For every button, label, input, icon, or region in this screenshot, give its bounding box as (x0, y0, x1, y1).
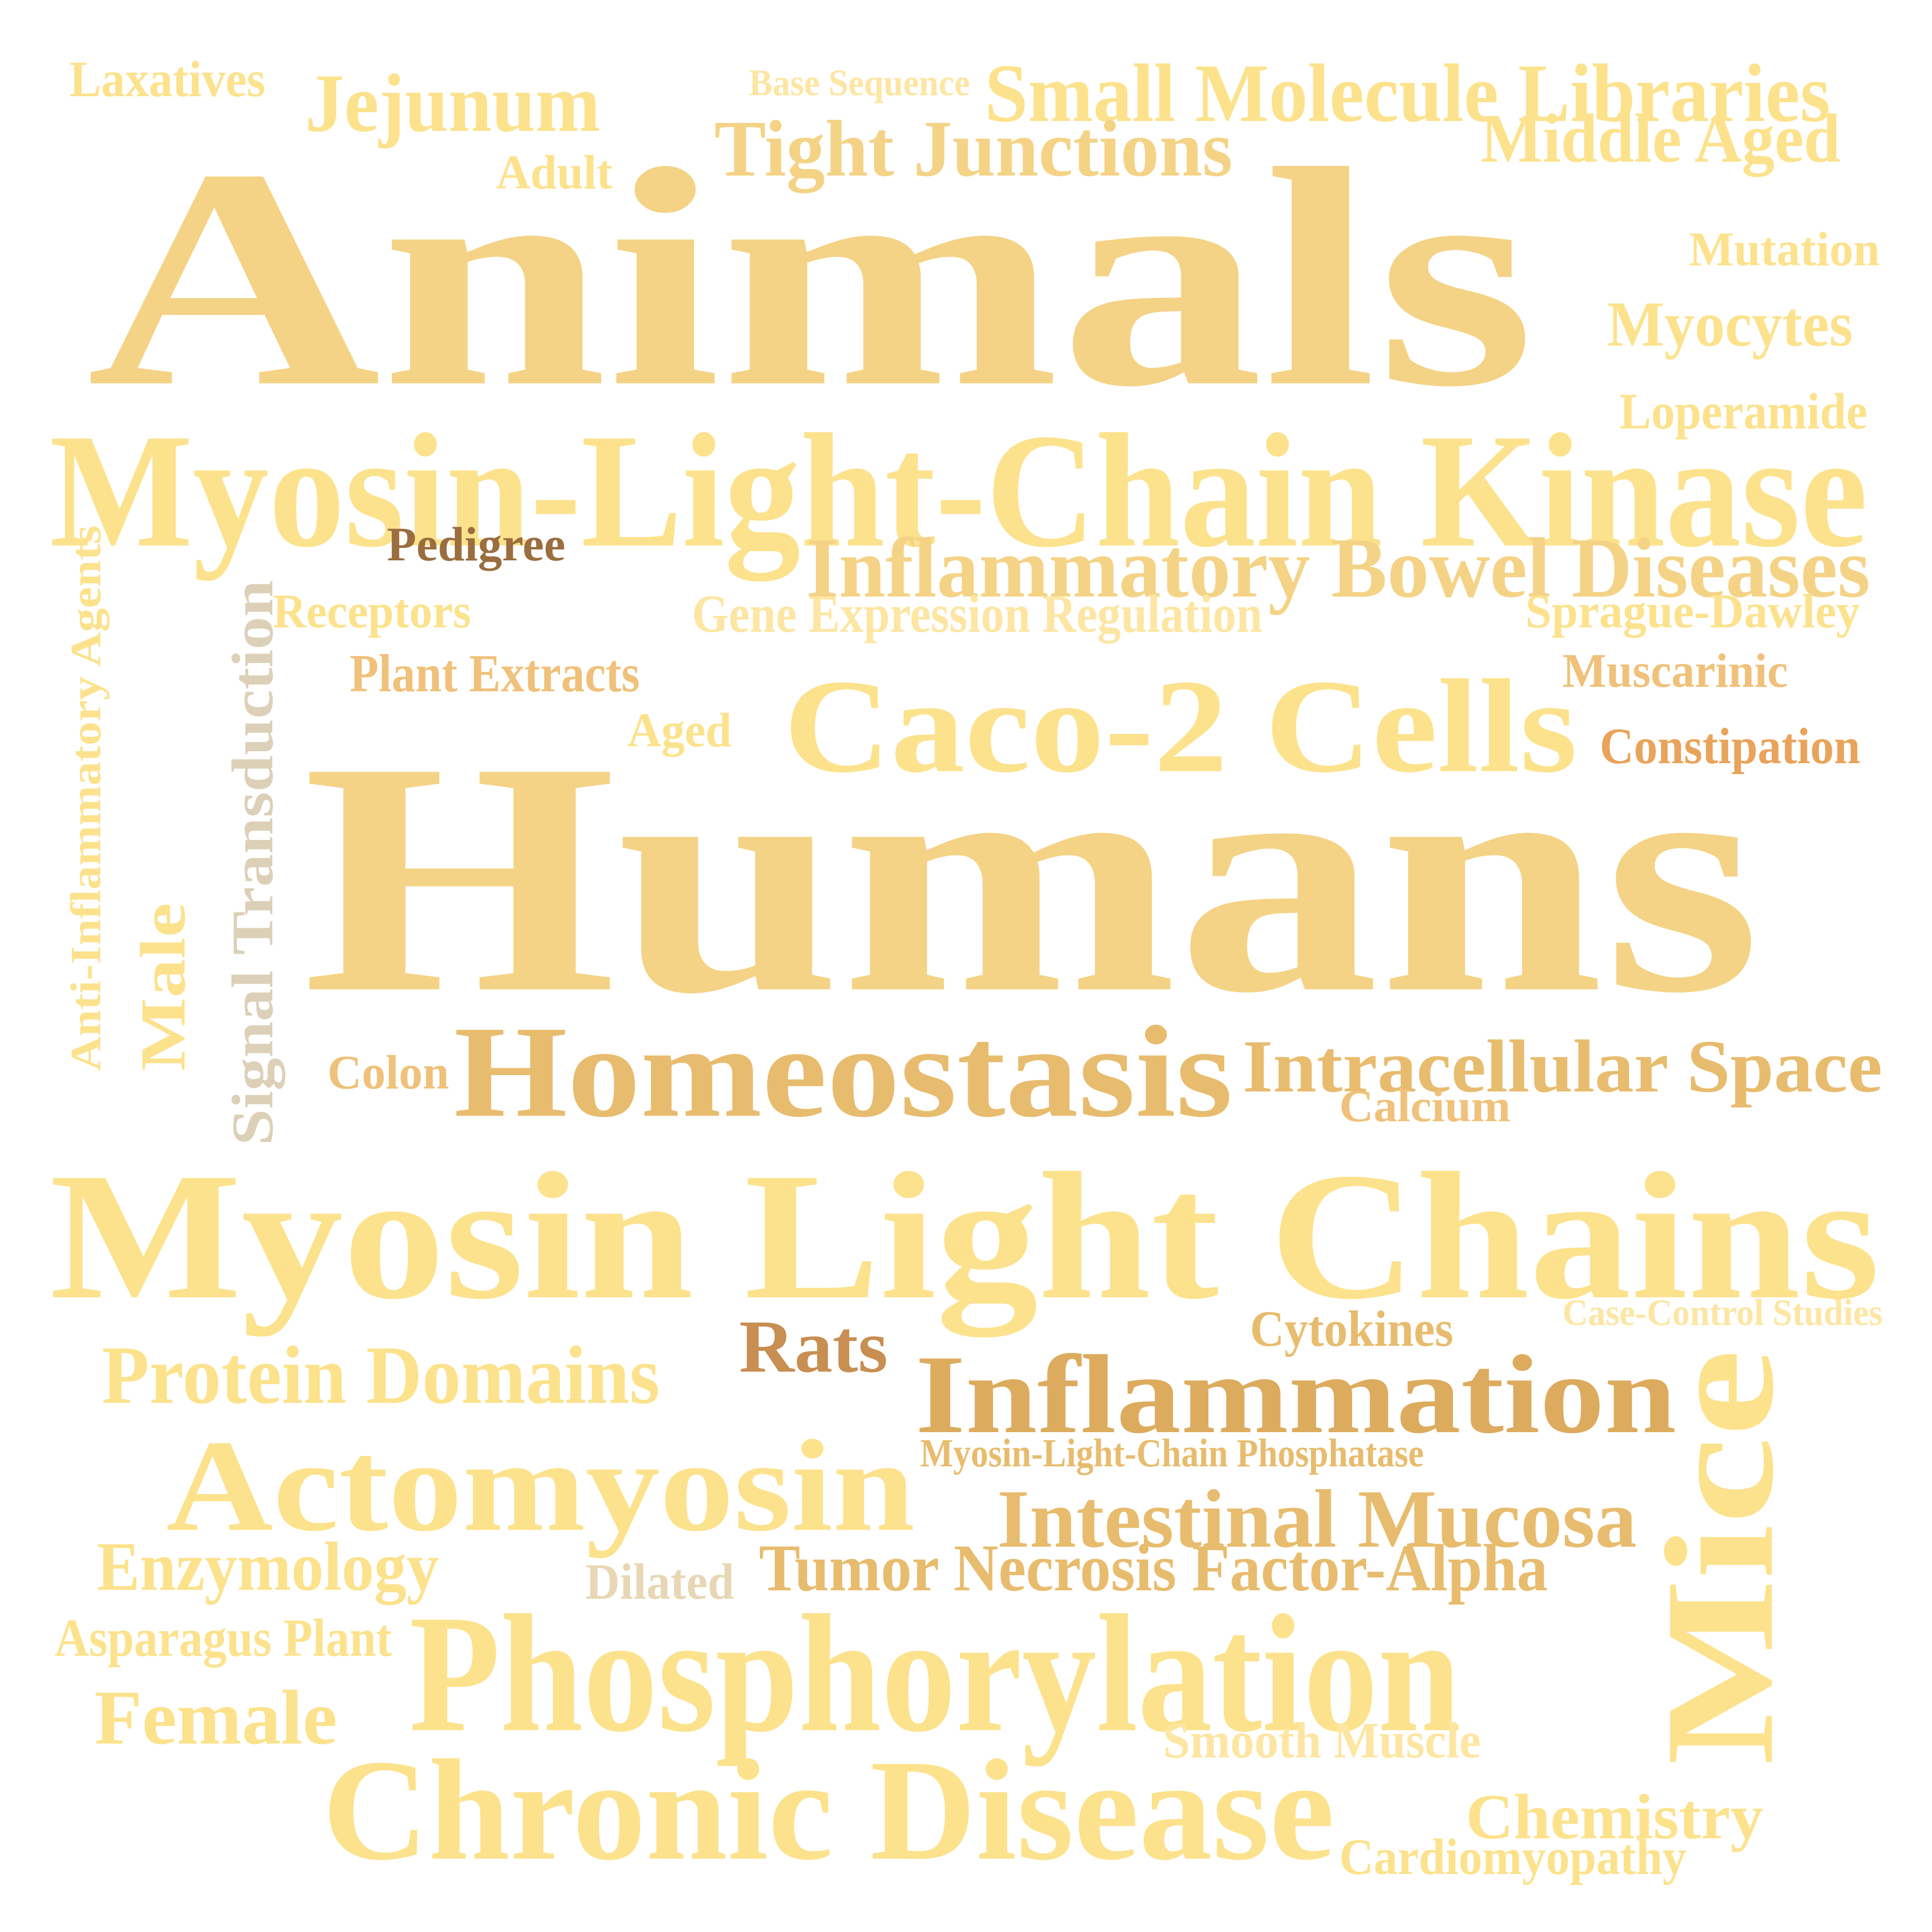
word-myosin-light-chains: Myosin Light Chains (50, 1136, 1880, 1337)
word-female: Female (94, 1674, 337, 1760)
word-animals: Animals (87, 104, 1535, 451)
word-intracellular-space: Intracellular Space (1243, 1025, 1883, 1108)
word-protein-domains: Protein Domains (102, 1329, 660, 1421)
word-cytokines: Cytokines (1250, 1301, 1453, 1357)
word-chemistry: Chemistry (1466, 1782, 1764, 1853)
word-rats: Rats (739, 1305, 888, 1388)
word-chronic-disease: Chronic Disease (322, 1730, 1335, 1890)
word-loperamide: Loperamide (1620, 384, 1868, 440)
word-cardiomyopathy: Cardiomyopathy (1339, 1829, 1686, 1885)
word-receptors: Receptors (273, 585, 471, 638)
word-male: Male (128, 903, 199, 1071)
word-intestinal-mucosa: Intestinal Mucosa (997, 1473, 1637, 1565)
word-myosin-light-chain-phosphatase: Myosin-Light-Chain Phosphatase (920, 1431, 1424, 1475)
word-signal-transduction: Signal Transduction (220, 580, 285, 1146)
word-enzymology: Enzymology (97, 1528, 439, 1605)
word-pedigree: Pedigree (387, 518, 565, 571)
word-inflammation: Inflammation (915, 1332, 1677, 1457)
word-smooth-muscle: Smooth Muscle (1163, 1713, 1481, 1769)
word-aged: Aged (627, 704, 732, 757)
word-constipation: Constipation (1600, 719, 1861, 775)
word-gene-expression-regulation: Gene Expression Regulation (692, 585, 1263, 644)
word-mutation: Mutation (1689, 223, 1880, 276)
word-myosin-light-chain-kinase: Myosin-Light-Chain Kinase (50, 400, 1868, 581)
word-actomyosin: Actomyosin (166, 1413, 915, 1559)
word-tumor-necrosis-factor-alpha: Tumor Necrosis Factor-Alpha (759, 1531, 1548, 1605)
word-anti-inflammatory-agents: Anti-Inflammatory Agents (62, 525, 110, 1071)
word-calcium: Calcium (1339, 1081, 1511, 1131)
word-middle-aged: Middle Aged (1481, 100, 1841, 177)
word-inflammatory-bowel-diseases: Inflammatory Bowel Diseases (806, 521, 1870, 615)
word-colon: Colon (327, 1046, 449, 1099)
word-base-sequence: Base Sequence (749, 62, 970, 104)
word-jejunum: Jejunum (305, 58, 601, 149)
word-laxatives: Laxatives (69, 52, 265, 108)
word-asparagus-plant: Asparagus Plant (55, 1609, 392, 1668)
word-plant-extracts: Plant Extracts (350, 644, 640, 703)
word-tight-junctions: Tight Junctions (714, 105, 1233, 193)
word-phosphorylation: Phosphorylation (409, 1580, 1461, 1767)
word-case-control-studies: Case-Control Studies (1562, 1292, 1883, 1333)
word-muscarinic: Muscarinic (1562, 644, 1788, 698)
word-dilated: Dilated (585, 1554, 735, 1610)
word-adult: Adult (496, 146, 613, 199)
word-caco2-cells: Caco-2 Cells (784, 652, 1578, 800)
word-myocytes: Myocytes (1607, 289, 1853, 360)
word-mice: Mice (1633, 1349, 1806, 1765)
word-small-molecule-libraries: Small Molecule Libraries (985, 48, 1831, 139)
word-sprague-dawley: Sprague-Dawley (1525, 585, 1860, 638)
word-homeostasis: Homeostasis (454, 999, 1233, 1145)
word-humans: Humans (303, 693, 1761, 1061)
